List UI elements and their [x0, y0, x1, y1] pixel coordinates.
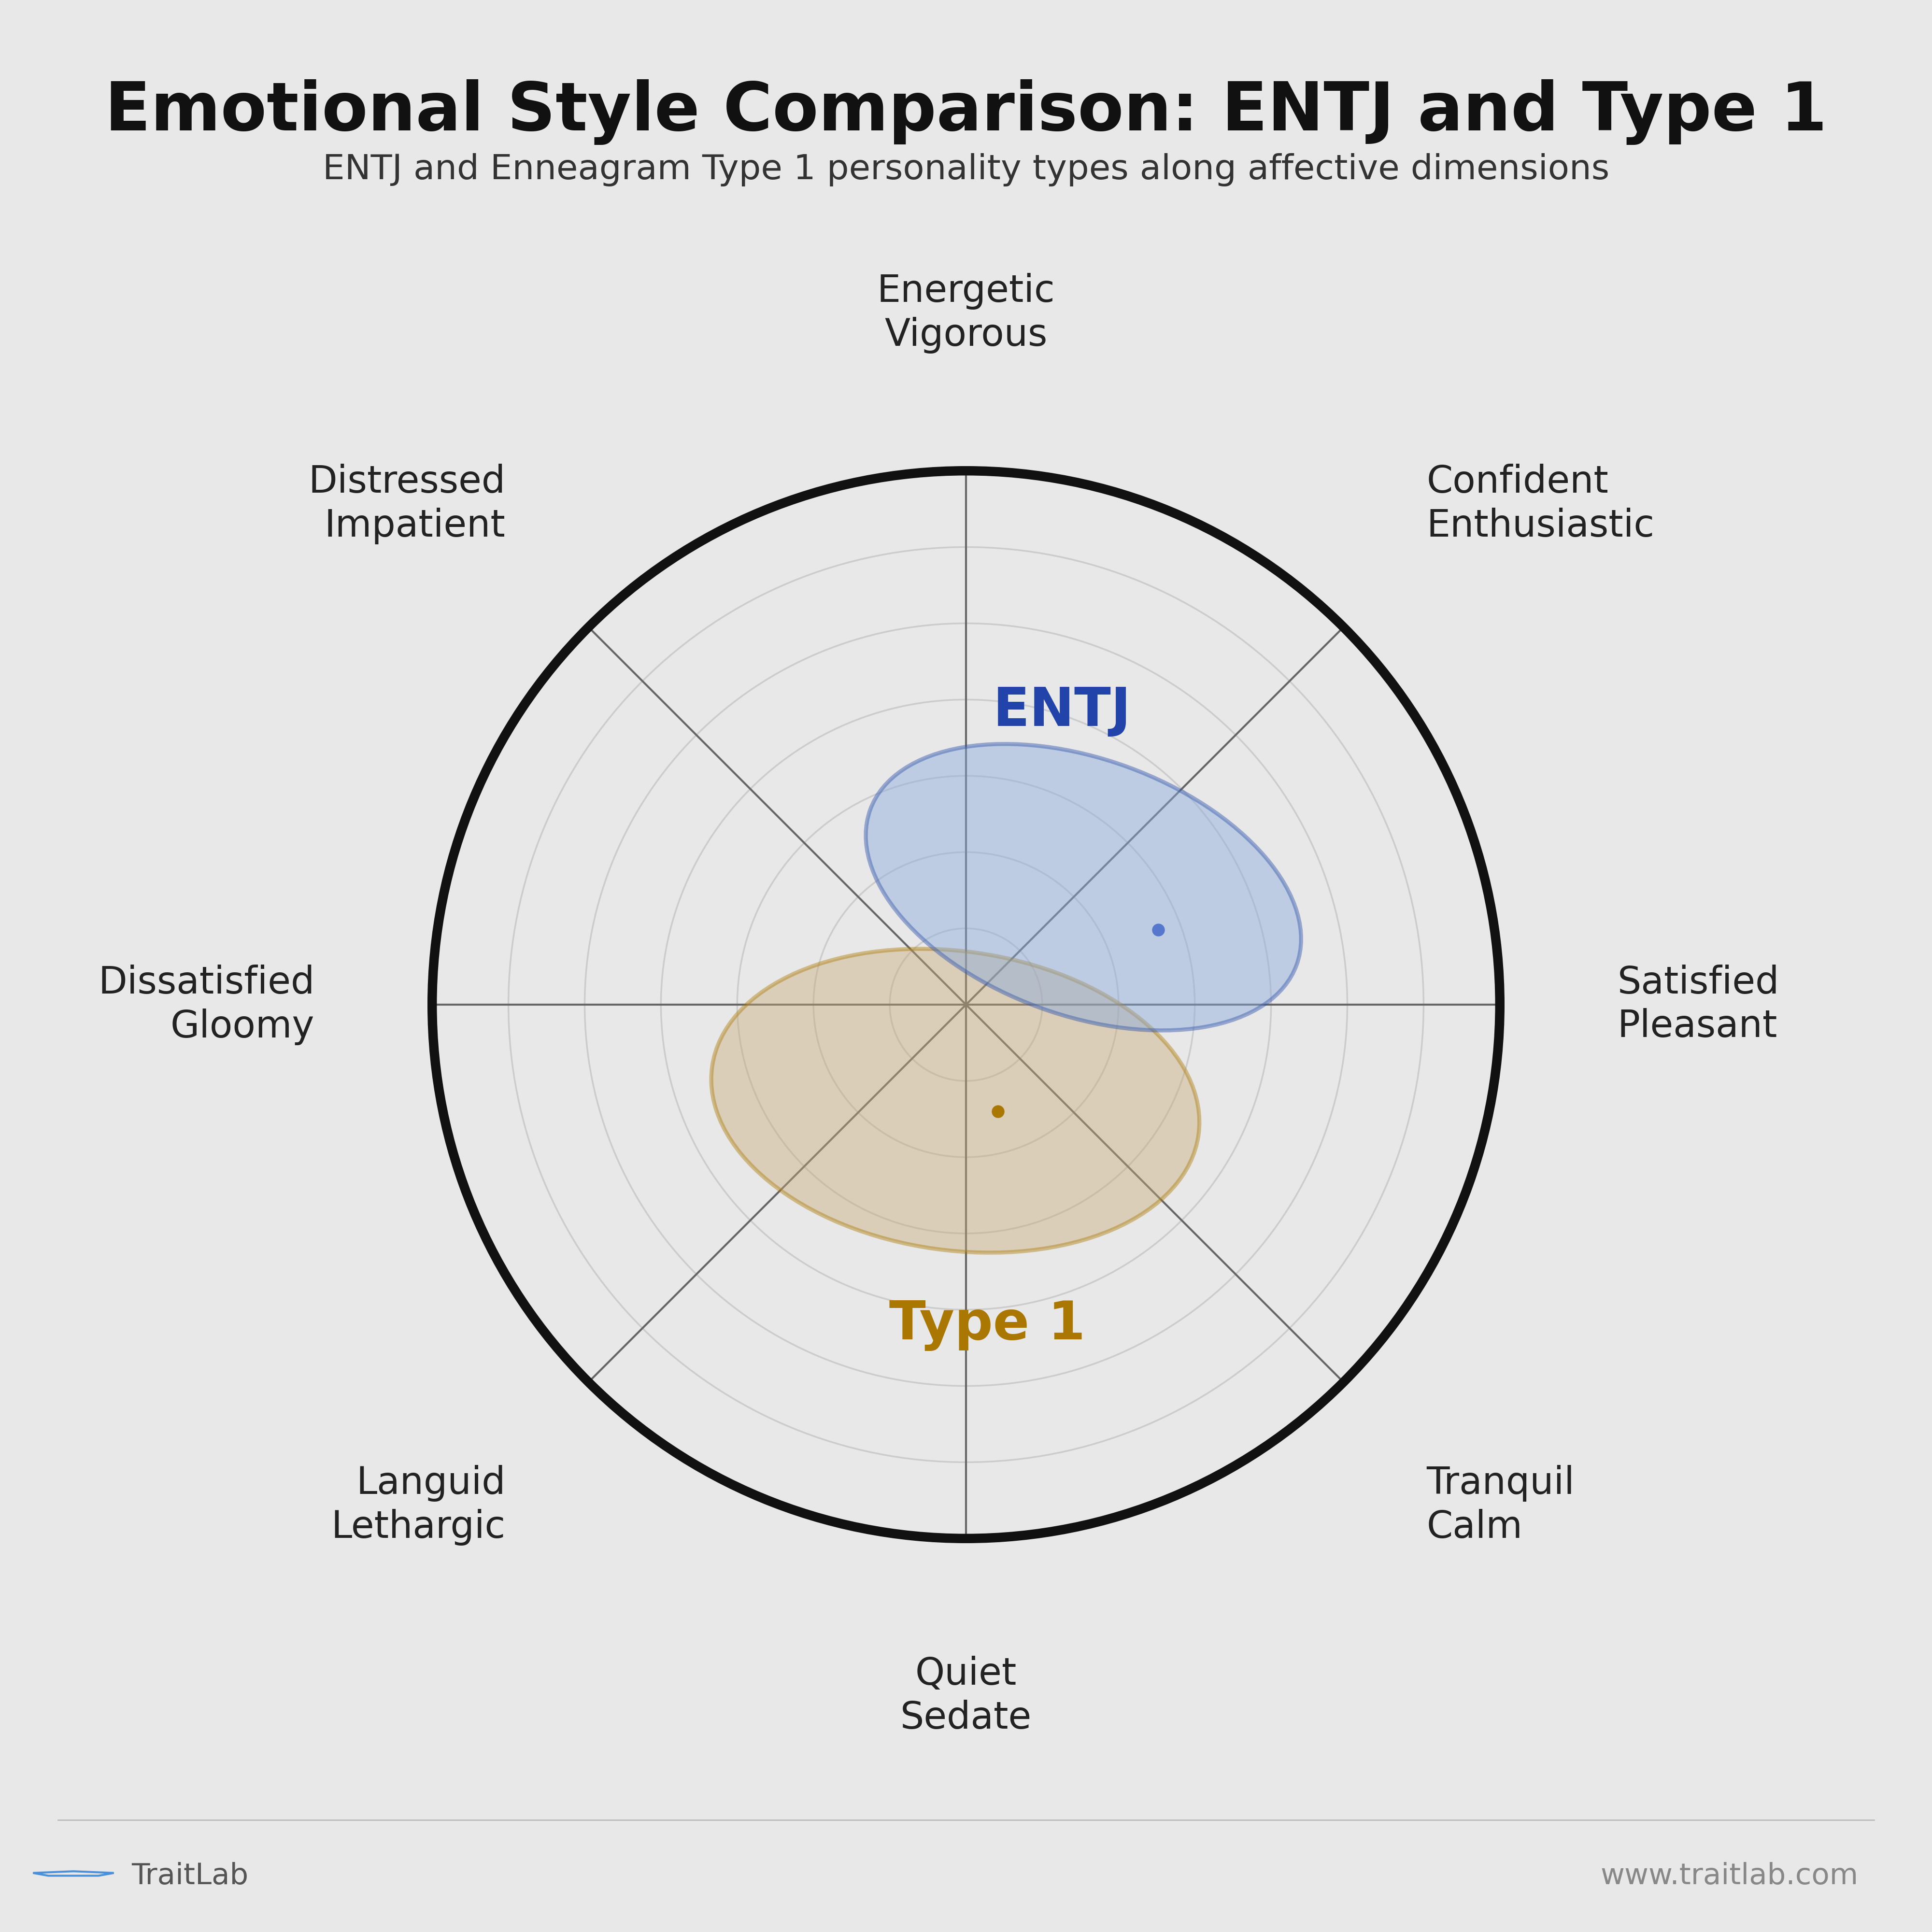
Text: Satisfied
Pleasant: Satisfied Pleasant [1617, 964, 1779, 1045]
Text: Energetic
Vigorous: Energetic Vigorous [877, 272, 1055, 354]
Text: ENTJ and Enneagram Type 1 personality types along affective dimensions: ENTJ and Enneagram Type 1 personality ty… [323, 153, 1609, 187]
Text: TraitLab: TraitLab [131, 1862, 249, 1889]
Ellipse shape [711, 949, 1200, 1252]
Text: Confident
Enthusiastic: Confident Enthusiastic [1426, 464, 1654, 545]
Text: Quiet
Sedate: Quiet Sedate [900, 1656, 1032, 1737]
Text: Tranquil
Calm: Tranquil Calm [1426, 1464, 1575, 1546]
Text: Dissatisfied
Gloomy: Dissatisfied Gloomy [99, 964, 315, 1045]
Text: ENTJ: ENTJ [993, 686, 1132, 736]
Text: Languid
Lethargic: Languid Lethargic [330, 1464, 506, 1546]
Text: Distressed
Impatient: Distressed Impatient [309, 464, 506, 545]
Text: www.traitlab.com: www.traitlab.com [1600, 1862, 1859, 1889]
Ellipse shape [866, 744, 1300, 1030]
Text: Type 1: Type 1 [889, 1298, 1086, 1350]
Text: Emotional Style Comparison: ENTJ and Type 1: Emotional Style Comparison: ENTJ and Typ… [104, 79, 1828, 145]
